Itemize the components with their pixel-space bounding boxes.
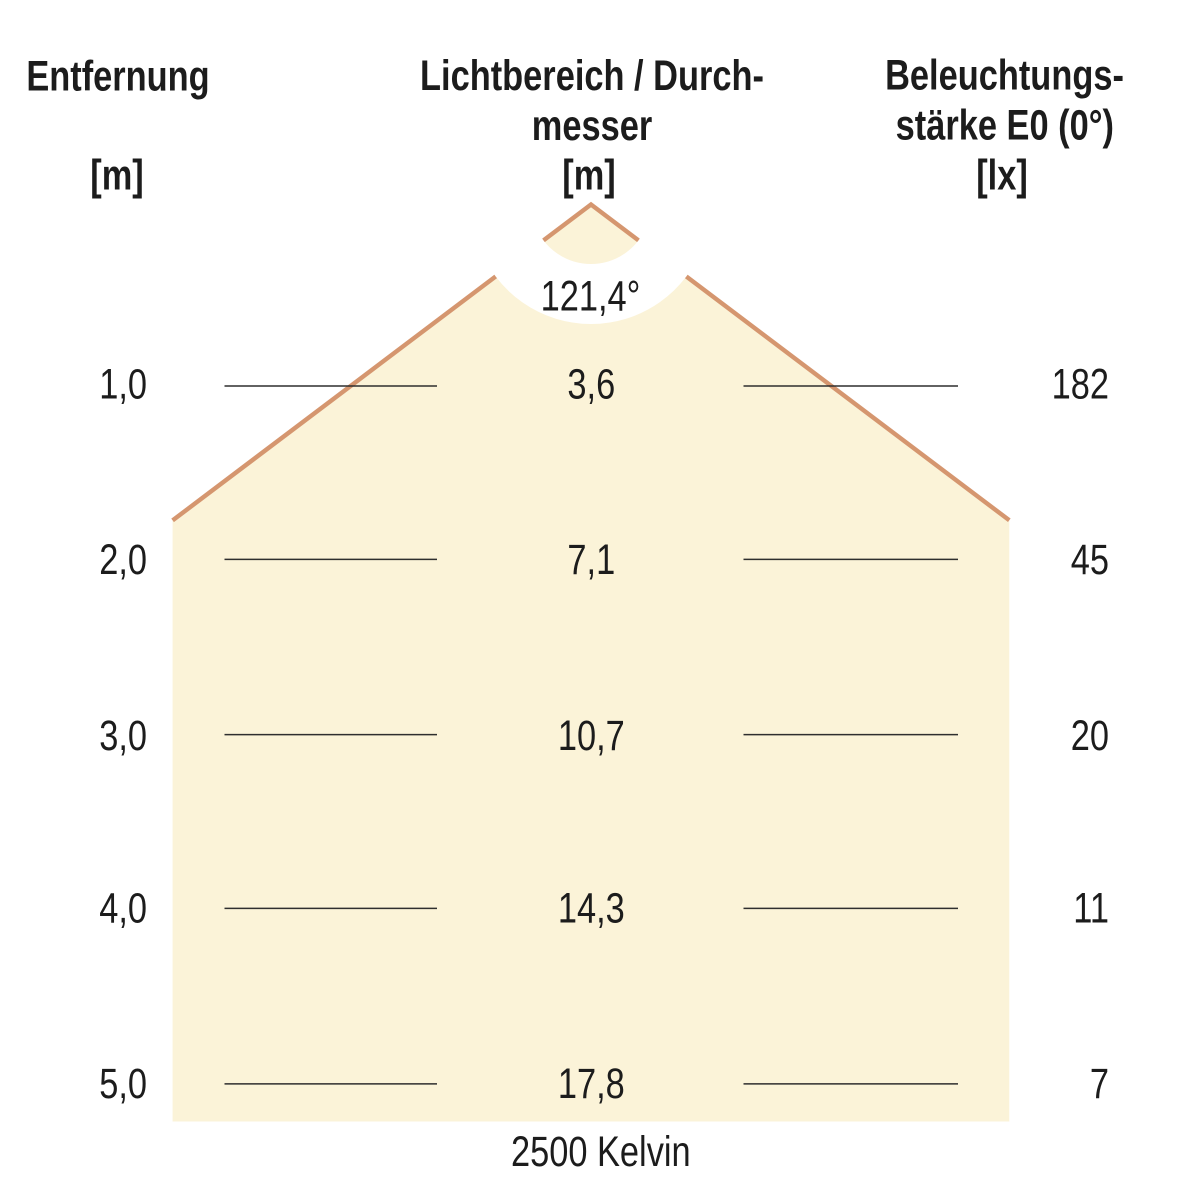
svg-text:[m]: [m] xyxy=(562,152,615,199)
svg-text:3,0: 3,0 xyxy=(99,712,147,759)
svg-text:182: 182 xyxy=(1052,361,1109,408)
svg-text:stärke E0 (0°): stärke E0 (0°) xyxy=(896,102,1114,149)
svg-text:3,6: 3,6 xyxy=(567,361,615,408)
svg-text:2,0: 2,0 xyxy=(99,536,147,583)
svg-text:17,8: 17,8 xyxy=(558,1060,625,1107)
svg-text:20: 20 xyxy=(1071,712,1109,759)
svg-text:5,0: 5,0 xyxy=(99,1060,147,1107)
svg-text:[lx]: [lx] xyxy=(976,152,1028,199)
svg-text:11: 11 xyxy=(1073,885,1109,932)
svg-text:messer: messer xyxy=(532,102,652,149)
svg-text:121,4°: 121,4° xyxy=(541,273,641,320)
svg-text:1,0: 1,0 xyxy=(99,361,147,408)
svg-text:10,7: 10,7 xyxy=(558,712,625,759)
svg-text:Beleuchtungs-: Beleuchtungs- xyxy=(885,52,1124,99)
svg-text:4,0: 4,0 xyxy=(99,885,147,932)
svg-text:7,1: 7,1 xyxy=(567,536,615,583)
svg-text:Entfernung: Entfernung xyxy=(26,53,209,100)
svg-text:2500 Kelvin: 2500 Kelvin xyxy=(511,1128,691,1175)
svg-text:7: 7 xyxy=(1090,1060,1109,1107)
svg-text:45: 45 xyxy=(1071,536,1109,583)
svg-text:Lichtbereich / Durch-: Lichtbereich / Durch- xyxy=(420,52,764,99)
svg-text:[m]: [m] xyxy=(90,152,143,199)
svg-text:14,3: 14,3 xyxy=(558,885,625,932)
